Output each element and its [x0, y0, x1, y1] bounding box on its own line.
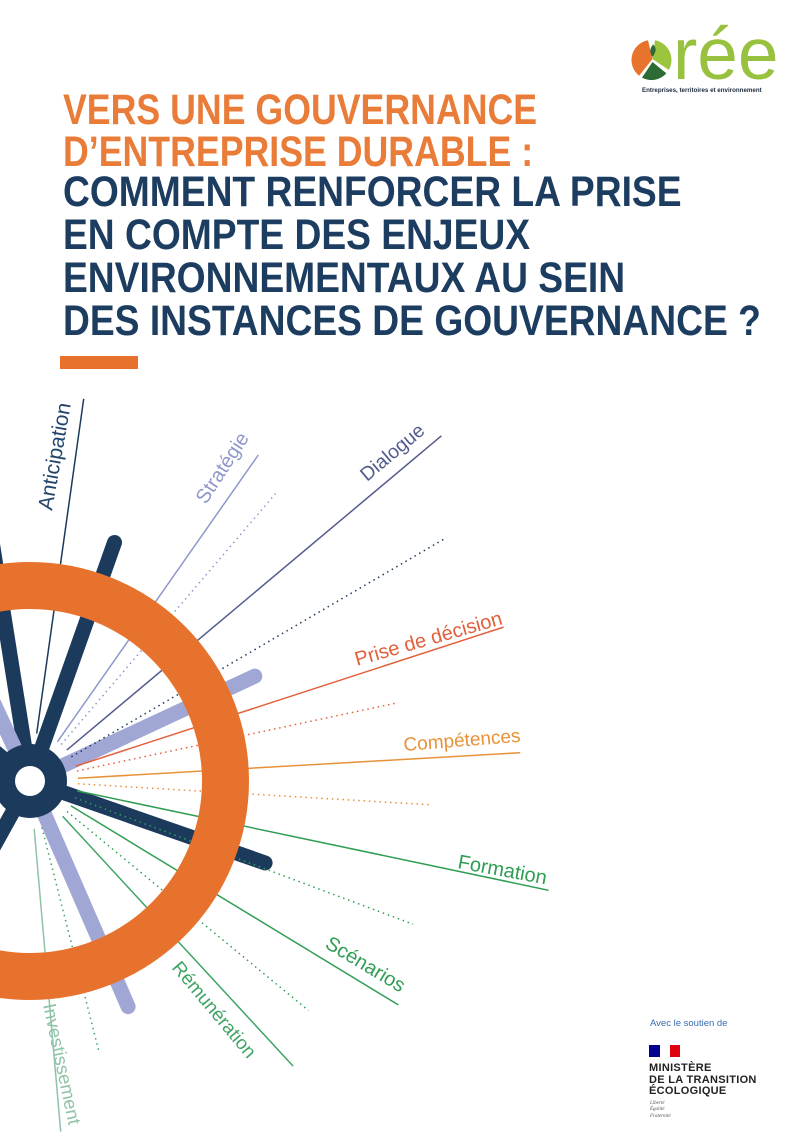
- svg-text:Compétences: Compétences: [403, 726, 522, 756]
- svg-text:Rémunération: Rémunération: [167, 958, 260, 1063]
- svg-text:Prise de décision: Prise de décision: [352, 608, 504, 671]
- svg-text:Entreprises, territoires et en: Entreprises, territoires et environnemen…: [642, 87, 762, 94]
- svg-text:rée: rée: [673, 14, 779, 95]
- svg-text:Formation: Formation: [456, 851, 549, 889]
- svg-text:Investissement: Investissement: [39, 1001, 85, 1126]
- svg-text:Scénarios: Scénarios: [321, 932, 409, 997]
- svg-text:Stratégie: Stratégie: [192, 429, 254, 508]
